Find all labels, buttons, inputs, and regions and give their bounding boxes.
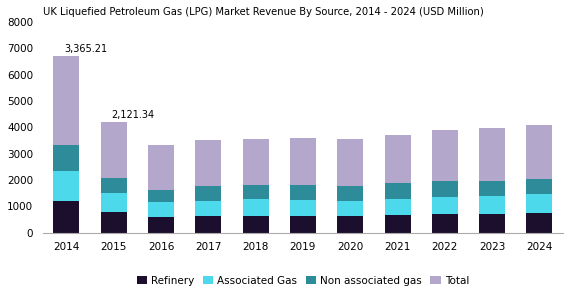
- Bar: [243, 200, 268, 216]
- Text: 2,121.34: 2,121.34: [111, 110, 154, 120]
- Bar: [385, 135, 410, 183]
- Bar: [54, 56, 79, 145]
- Bar: [196, 217, 221, 232]
- Bar: [243, 216, 268, 232]
- Bar: [527, 125, 552, 179]
- Bar: [148, 190, 174, 202]
- Bar: [337, 201, 363, 217]
- Bar: [479, 214, 505, 232]
- Bar: [432, 197, 458, 214]
- Bar: [54, 171, 79, 201]
- Bar: [527, 179, 552, 194]
- Text: UK Liquefied Petroleum Gas (LPG) Market Revenue By Source, 2014 - 2024 (USD Mill: UK Liquefied Petroleum Gas (LPG) Market …: [43, 7, 483, 17]
- Bar: [385, 215, 410, 232]
- Bar: [290, 138, 316, 185]
- Bar: [148, 217, 174, 232]
- Bar: [479, 196, 505, 214]
- Bar: [337, 217, 363, 232]
- Bar: [196, 187, 221, 201]
- Bar: [196, 140, 221, 187]
- Bar: [432, 214, 458, 232]
- Text: 3,365.21: 3,365.21: [64, 44, 107, 54]
- Bar: [385, 199, 410, 215]
- Bar: [290, 216, 316, 232]
- Bar: [54, 145, 79, 171]
- Bar: [243, 184, 268, 200]
- Bar: [101, 178, 127, 193]
- Bar: [479, 181, 505, 196]
- Bar: [54, 201, 79, 232]
- Bar: [290, 185, 316, 200]
- Bar: [196, 201, 221, 217]
- Bar: [243, 139, 268, 184]
- Bar: [527, 194, 552, 213]
- Bar: [337, 187, 363, 201]
- Bar: [101, 212, 127, 232]
- Bar: [290, 200, 316, 216]
- Bar: [432, 182, 458, 197]
- Bar: [148, 202, 174, 217]
- Bar: [479, 128, 505, 181]
- Bar: [337, 139, 363, 187]
- Bar: [527, 213, 552, 233]
- Bar: [101, 122, 127, 178]
- Bar: [148, 145, 174, 190]
- Bar: [385, 183, 410, 199]
- Bar: [432, 130, 458, 182]
- Legend: Refinery, Associated Gas, Non associated gas, Total: Refinery, Associated Gas, Non associated…: [132, 272, 474, 290]
- Bar: [101, 193, 127, 212]
